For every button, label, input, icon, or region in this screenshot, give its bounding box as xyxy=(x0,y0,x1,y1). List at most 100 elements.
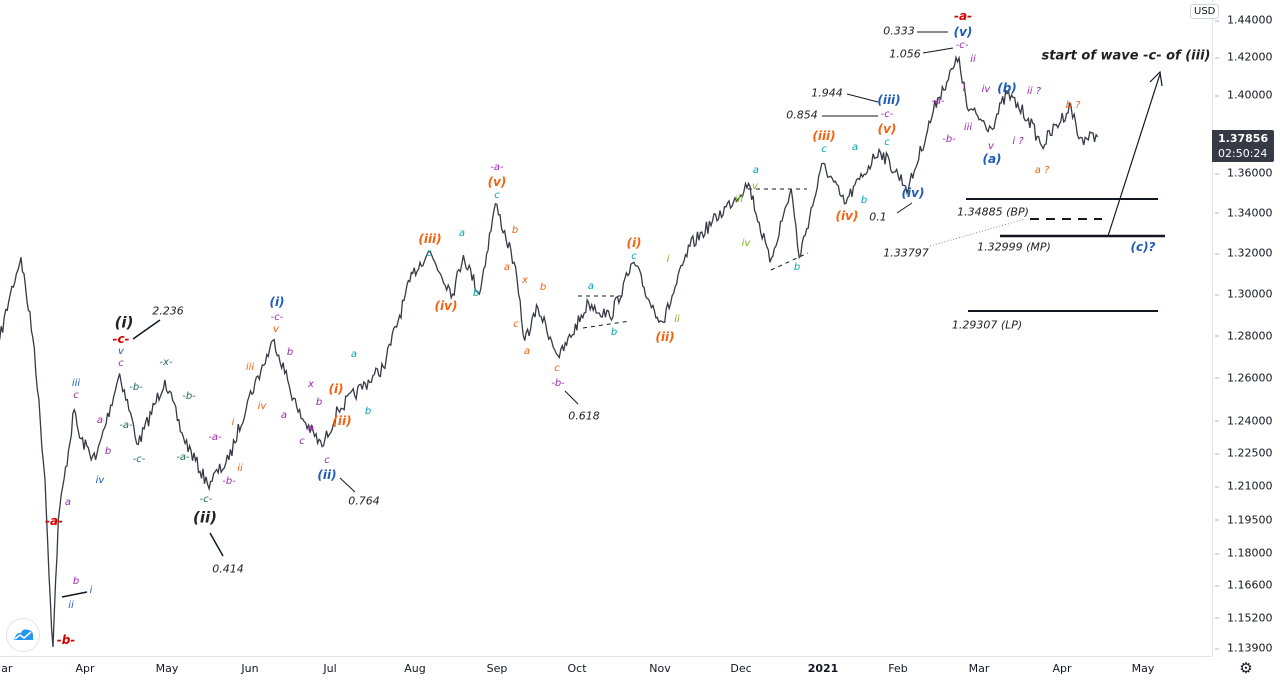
wave-label[interactable]: (iv) xyxy=(434,299,458,313)
wave-label[interactable]: (i) xyxy=(626,236,642,250)
wave-label[interactable]: c xyxy=(884,137,890,148)
fib-ratio-label[interactable]: 2.236 xyxy=(152,304,184,318)
wave-label[interactable]: -x- xyxy=(159,357,173,368)
wave-label[interactable]: c xyxy=(299,436,305,447)
wave-label[interactable]: ii xyxy=(68,600,74,611)
wave-label[interactable]: b xyxy=(539,282,547,293)
wave-label[interactable]: (c)? xyxy=(1130,240,1156,254)
wave-label[interactable]: b xyxy=(315,397,323,408)
fib-ratio-label[interactable]: 1.34885 (BP) xyxy=(957,205,1029,219)
wave-label[interactable]: -c- xyxy=(880,109,894,120)
triangle-trendlines[interactable] xyxy=(578,188,809,329)
fib-ratio-label[interactable]: 0.618 xyxy=(568,409,600,423)
projection-arrow[interactable] xyxy=(1107,73,1161,237)
tradingview-logo[interactable] xyxy=(6,618,40,652)
wave-label[interactable]: ii xyxy=(237,463,243,474)
wave-label[interactable]: -b- xyxy=(942,134,956,145)
wave-label[interactable]: v xyxy=(988,141,994,152)
wave-label[interactable]: b xyxy=(104,446,112,457)
wave-label[interactable]: v xyxy=(752,181,758,192)
wave-label[interactable]: a xyxy=(64,497,72,508)
chart-plot-area[interactable]: (i) 2.236 -c-v c iii c a b iv -b- -a- -c- -x- -b- -a- -… xyxy=(0,0,1212,656)
fib-ratio-label[interactable]: 1.29307 (LP) xyxy=(951,318,1023,332)
wave-label[interactable]: b xyxy=(610,327,618,338)
wave-label[interactable]: (iii) xyxy=(418,232,442,246)
wave-label[interactable]: (v) xyxy=(877,122,897,136)
wave-label[interactable]: v xyxy=(118,346,124,357)
wave-label[interactable]: -a- xyxy=(176,452,190,463)
wave-label[interactable]: c xyxy=(73,390,79,401)
fib-ratio-label[interactable]: 0.333 xyxy=(883,24,915,38)
fib-ratio-label[interactable]: 1.32999 (MP) xyxy=(977,240,1051,254)
wave-label[interactable]: v xyxy=(273,324,279,335)
wave-label[interactable]: i xyxy=(231,417,235,428)
wave-label[interactable]: -a- xyxy=(208,432,222,443)
wave-label[interactable]: c xyxy=(426,248,432,259)
wave-label[interactable]: -a- xyxy=(119,420,133,431)
wave-label[interactable]: a xyxy=(458,228,466,239)
wave-label[interactable]: -a- xyxy=(931,96,945,107)
wave-label[interactable]: iv xyxy=(981,84,991,95)
wave-label[interactable]: -c- xyxy=(132,454,146,465)
wave-label[interactable]: -b- xyxy=(56,633,76,647)
wave-label[interactable]: (v) xyxy=(953,25,973,39)
wave-label[interactable]: (ii) xyxy=(655,330,675,344)
fib-ratio-label[interactable]: 1.056 xyxy=(889,47,921,61)
wave-label[interactable]: i xyxy=(666,254,670,265)
wave-label[interactable]: b xyxy=(793,262,801,273)
fib-ratio-label[interactable]: 0.414 xyxy=(212,562,244,576)
wave-label[interactable]: (ii) xyxy=(193,508,217,527)
wave-label[interactable]: a xyxy=(851,142,859,153)
wave-label[interactable]: iii xyxy=(71,378,81,389)
wave-label[interactable]: a xyxy=(350,349,358,360)
wave-label[interactable]: a xyxy=(96,415,104,426)
wave-label[interactable]: a xyxy=(752,165,760,176)
wave-label[interactable]: (i) xyxy=(328,382,344,396)
wave-label[interactable]: (iv) xyxy=(901,186,925,200)
wave-label[interactable]: a xyxy=(280,410,288,421)
wave-label[interactable]: c xyxy=(821,144,827,155)
wave-label[interactable]: i xyxy=(89,585,93,596)
wave-label[interactable]: (a) xyxy=(982,152,1002,166)
wave-label[interactable]: x xyxy=(308,379,314,390)
wave-label[interactable]: c xyxy=(494,190,500,201)
wave-label[interactable]: ii ? xyxy=(1026,86,1042,97)
wave-label[interactable]: iii xyxy=(245,362,255,373)
wave-label[interactable]: -b- xyxy=(222,476,236,487)
wave-label[interactable]: (i) xyxy=(114,313,134,332)
wave-label[interactable]: iv xyxy=(741,238,751,249)
wave-label[interactable]: -b- xyxy=(129,382,143,393)
wave-label[interactable]: -a- xyxy=(490,162,504,173)
wave-label[interactable]: -b- xyxy=(551,378,565,389)
gear-icon[interactable]: ⚙ xyxy=(1239,659,1253,677)
wave-label[interactable]: b xyxy=(860,195,868,206)
wave-label[interactable]: b xyxy=(472,288,480,299)
wave-label[interactable]: c xyxy=(554,363,560,374)
wave-label[interactable]: (b) xyxy=(997,81,1017,95)
wave-label[interactable]: b xyxy=(286,347,294,358)
wave-label[interactable]: (i) xyxy=(269,295,285,309)
wave-label[interactable]: (iv) xyxy=(835,209,859,223)
wave-label[interactable]: iii xyxy=(963,122,973,133)
wave-label[interactable]: iii xyxy=(734,194,744,205)
wave-label[interactable]: -c- xyxy=(270,312,284,323)
projection-note[interactable]: start of wave -c- of (iii) xyxy=(1041,48,1211,64)
price-axis[interactable]: 1.44000 1.42000 1.40000 1.36000 1.34000 1.320… xyxy=(1212,0,1280,656)
wave-label[interactable]: c xyxy=(324,455,330,466)
time-axis[interactable]: Mar Apr May Jun Jul Aug Sep Oct Nov Dec 2021 Feb Mar… xyxy=(0,656,1212,681)
wave-label[interactable]: (iii) xyxy=(877,93,901,107)
wave-label[interactable]: c xyxy=(631,251,637,262)
fib-ratio-label[interactable]: 1.33797 xyxy=(883,246,929,260)
wave-label[interactable]: ii xyxy=(970,54,976,65)
fib-ratio-label[interactable]: 1.944 xyxy=(811,86,843,100)
fib-ratio-label[interactable]: 0.854 xyxy=(786,108,818,122)
wave-label[interactable]: -a- xyxy=(953,9,973,23)
wave-label[interactable]: (v) xyxy=(487,175,507,189)
wave-label[interactable]: (iii) xyxy=(812,129,836,143)
wave-label[interactable]: (ii) xyxy=(332,414,352,428)
wave-label[interactable]: -b- xyxy=(182,391,196,402)
currency-badge[interactable]: USD xyxy=(1190,4,1220,19)
wave-label[interactable]: iv xyxy=(257,401,267,412)
wave-label[interactable]: a ? xyxy=(1034,165,1050,176)
wave-label[interactable]: -c- xyxy=(112,332,130,346)
